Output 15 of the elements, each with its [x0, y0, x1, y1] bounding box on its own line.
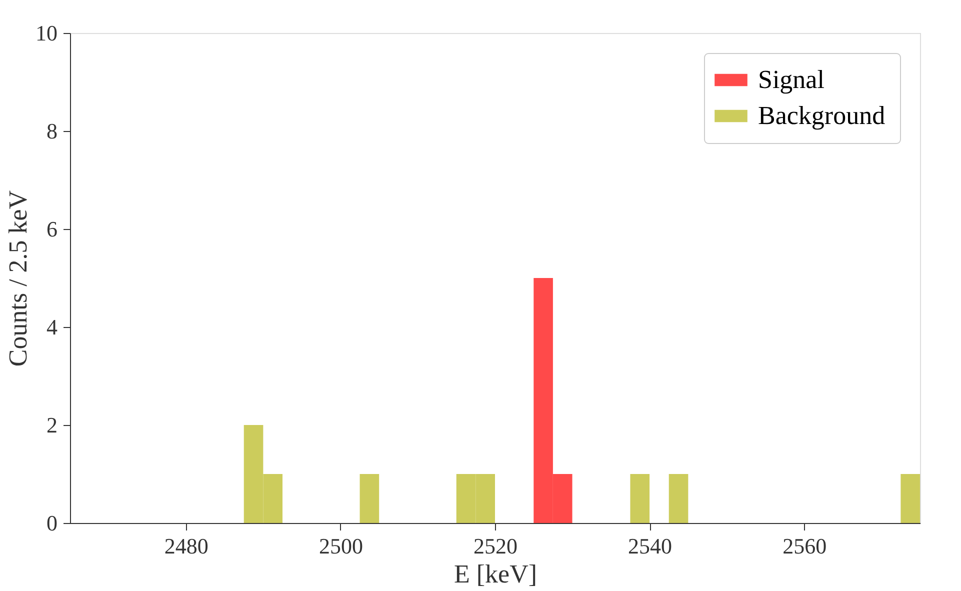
x-tick-label: 2560 [782, 534, 827, 558]
y-tick-label: 0 [46, 510, 58, 536]
x-tick-label: 2520 [474, 534, 518, 558]
y-tick-label: 6 [46, 216, 58, 242]
x-tick-label: 2500 [318, 534, 363, 558]
y-tick-label: 10 [36, 20, 58, 46]
x-tick-label: 2480 [164, 534, 208, 558]
legend-label: Signal [758, 65, 824, 94]
x-tick-label: 2540 [628, 534, 672, 558]
y-axis-title: Counts / 2.5 keV [4, 190, 32, 367]
x-axis-title: E [keV] [454, 560, 538, 588]
legend-label: Background [758, 101, 886, 130]
y-tick-label: 8 [46, 118, 58, 144]
y-tick-label: 2 [46, 412, 58, 438]
y-tick-label: 4 [46, 314, 58, 340]
